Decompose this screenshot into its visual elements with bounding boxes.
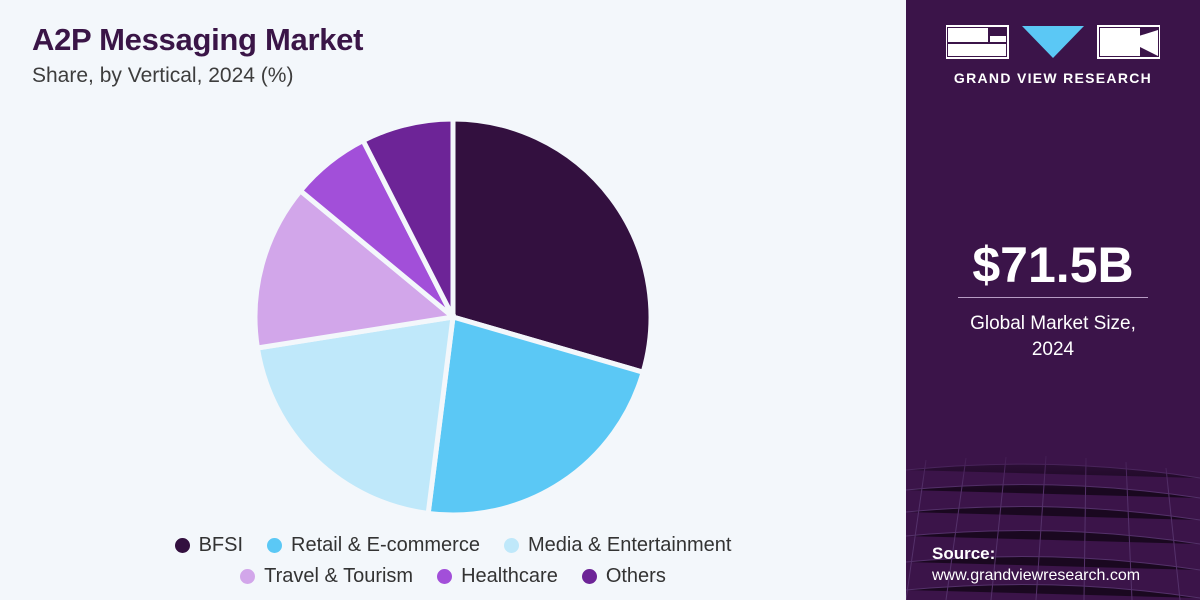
- pie-slice-retail-e-commerce: [425, 313, 647, 518]
- source-title: Source:: [932, 544, 996, 563]
- pie-slice-travel-tourism: [252, 187, 459, 351]
- legend-swatch: [437, 569, 453, 584]
- legend-swatch: [581, 569, 597, 584]
- chart-subtitle: Share, by Vertical, 2024 (%): [32, 64, 294, 87]
- legend-item-bfsi: BFSI: [174, 534, 244, 557]
- legend-swatch: [240, 569, 256, 584]
- legend-swatch: [267, 538, 283, 553]
- pie-slice-media-entertainment: [254, 314, 456, 517]
- legend-item-retail: Retail & E-commerce: [267, 534, 480, 557]
- legend-label: BFSI: [198, 534, 244, 556]
- pie-chart: [252, 116, 654, 518]
- legend-swatch: [174, 538, 190, 553]
- legend-label: Travel & Tourism: [264, 565, 414, 587]
- pie-slice-others: [359, 116, 456, 319]
- market-size-label-line-1: Global Market Size,: [970, 313, 1136, 334]
- legend-item-media: Media & Entertainment: [503, 534, 732, 557]
- market-size-label: Global Market Size, 2024: [906, 311, 1200, 363]
- market-size-value: $71.5B: [972, 237, 1134, 293]
- legend-label: Others: [605, 565, 666, 587]
- legend-item-others: Others: [581, 565, 666, 588]
- legend-row-1: BFSI Retail & E-commerce Media & Enterta…: [0, 534, 906, 557]
- legend-label: Retail & E-commerce: [291, 534, 480, 556]
- chart-title: A2P Messaging Market: [32, 22, 364, 57]
- pie-slice-bfsi: [450, 116, 654, 376]
- source-url[interactable]: www.grandviewresearch.com: [932, 567, 1141, 584]
- divider: [958, 297, 1148, 298]
- legend-item-travel: Travel & Tourism: [240, 565, 413, 588]
- legend-item-healthcare: Healthcare: [437, 565, 558, 588]
- legend-label: Media & Entertainment: [527, 534, 732, 556]
- legend-swatch: [503, 538, 519, 553]
- info-sidebar: GRAND VIEW RESEARCH $71.5B Global Market…: [906, 0, 1200, 600]
- legend-row-2: Travel & Tourism Healthcare Others: [0, 565, 906, 588]
- chart-panel: A2P Messaging Market Share, by Vertical,…: [0, 22, 906, 588]
- market-size-label-line-2: 2024: [1031, 339, 1075, 360]
- brand-name: GRAND VIEW RESEARCH: [953, 70, 1153, 86]
- grid-pattern-decoration: [906, 440, 1200, 600]
- gvr-logo-icon: [946, 25, 1160, 59]
- legend-label: Healthcare: [461, 565, 558, 587]
